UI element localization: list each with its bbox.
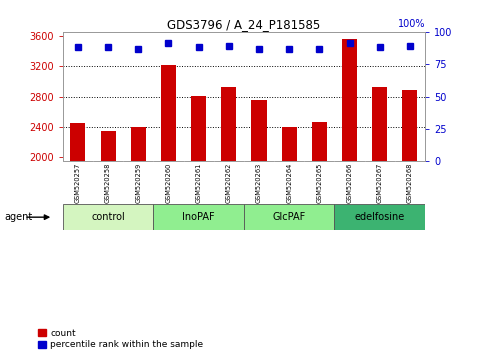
Text: 100%: 100% xyxy=(398,19,425,29)
Text: edelfosine: edelfosine xyxy=(355,212,405,222)
Bar xyxy=(282,126,297,161)
Text: GSM520267: GSM520267 xyxy=(377,162,383,203)
Bar xyxy=(402,90,417,161)
FancyBboxPatch shape xyxy=(63,204,154,230)
Text: GSM520257: GSM520257 xyxy=(75,162,81,203)
Bar xyxy=(342,39,357,161)
Title: GDS3796 / A_24_P181585: GDS3796 / A_24_P181585 xyxy=(167,18,321,31)
Legend: count, percentile rank within the sample: count, percentile rank within the sample xyxy=(38,329,203,349)
Text: GSM520263: GSM520263 xyxy=(256,162,262,203)
Text: GSM520265: GSM520265 xyxy=(316,162,322,203)
Bar xyxy=(161,65,176,161)
Bar xyxy=(372,87,387,161)
Text: control: control xyxy=(91,212,125,222)
Bar xyxy=(252,99,267,161)
Text: GlcPAF: GlcPAF xyxy=(272,212,306,222)
Text: GSM520260: GSM520260 xyxy=(166,162,171,203)
Bar xyxy=(221,87,236,161)
Text: GSM520266: GSM520266 xyxy=(347,162,353,203)
Text: GSM520268: GSM520268 xyxy=(407,162,413,203)
Text: GSM520258: GSM520258 xyxy=(105,162,111,203)
Bar xyxy=(312,122,327,161)
Text: GSM520259: GSM520259 xyxy=(135,162,141,203)
Bar xyxy=(191,96,206,161)
Bar xyxy=(71,123,85,161)
Text: agent: agent xyxy=(5,212,33,222)
Text: GSM520264: GSM520264 xyxy=(286,162,292,203)
Text: InoPAF: InoPAF xyxy=(182,212,215,222)
FancyBboxPatch shape xyxy=(244,204,334,230)
Text: GSM520262: GSM520262 xyxy=(226,162,232,203)
Text: GSM520261: GSM520261 xyxy=(196,162,201,203)
FancyBboxPatch shape xyxy=(154,204,244,230)
Bar xyxy=(131,127,146,161)
Bar xyxy=(100,131,115,161)
FancyBboxPatch shape xyxy=(334,204,425,230)
